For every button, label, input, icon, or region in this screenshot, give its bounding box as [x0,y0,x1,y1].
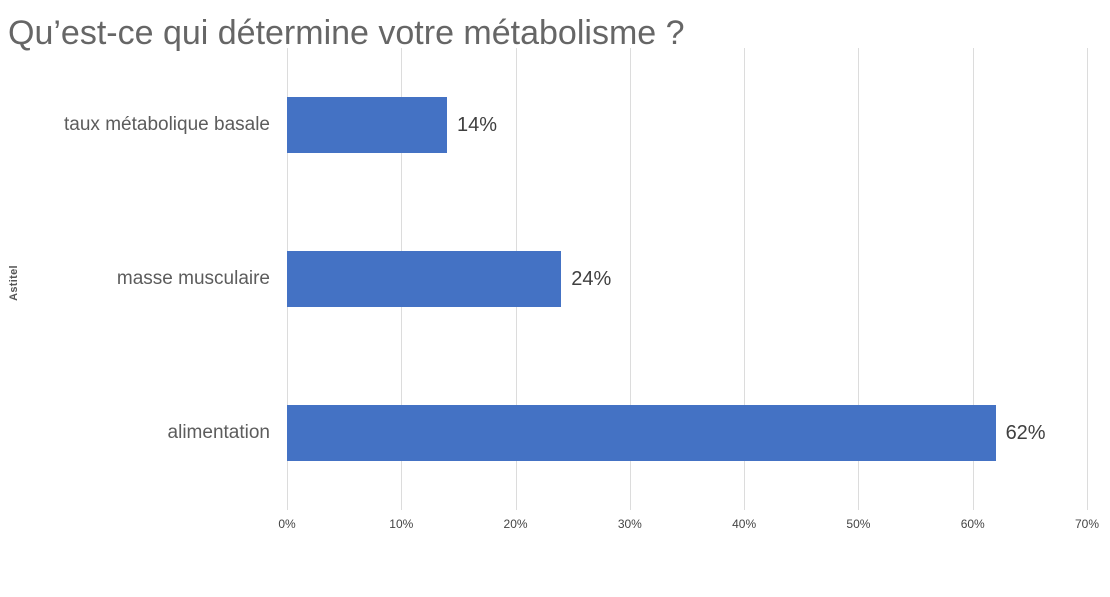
x-tick-label: 20% [503,517,528,531]
x-tick-label: 60% [960,517,985,531]
value-label: 24% [571,268,612,290]
gridline [1087,48,1088,510]
bar [287,251,562,307]
x-tick-label: 0% [278,517,296,531]
bar [287,405,996,461]
category-label: taux métabolique basale [64,114,270,135]
chart-title: Qu’est-ce qui détermine votre métabolism… [8,14,685,52]
x-tick-label: 50% [846,517,871,531]
category-label: alimentation [167,422,270,443]
x-tick-label: 70% [1074,517,1100,531]
x-tick-label: 10% [389,517,414,531]
gridline [744,48,746,510]
gridline [858,48,860,510]
gridline [629,48,631,510]
bar [287,97,447,153]
value-label: 14% [457,114,498,136]
category-label: masse musculaire [116,268,270,289]
x-tick-label: 30% [617,517,642,531]
x-tick-label: 40% [732,517,757,531]
value-label: 62% [1005,422,1046,444]
gridline [972,48,974,510]
